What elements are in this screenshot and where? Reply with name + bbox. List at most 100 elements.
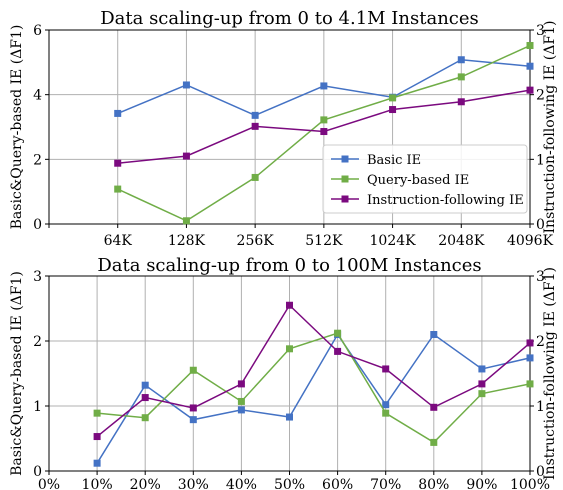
data-point [320,128,328,136]
x-tick-label: 80% [418,477,449,490]
x-tick-label: 512K [305,233,343,249]
data-point [334,347,342,355]
y-left-tick-label: 3 [33,269,42,285]
y-left-axis-label: Basic&Query-based IE (ΔF1) [9,271,25,476]
y-right-tick-label: 1 [536,399,545,415]
legend: Basic IE Query-based IE Instruction-follow… [322,144,528,214]
y-left-axis-label: Basic&Query-based IE (ΔF1) [9,25,25,230]
data-point [389,106,397,114]
top-panel: Data scaling-up from 0 to 4.1M Instances… [9,8,558,249]
data-point [237,397,245,405]
data-point [237,380,245,388]
data-point [114,159,122,167]
x-tick-label: 1024K [370,233,417,249]
legend-swatch-marker [341,175,349,183]
y-right-axis-label: Instruction-following IE (ΔF1) [542,21,558,234]
y-right-tick-label: 3 [536,23,545,39]
data-point [237,406,245,414]
data-point [93,459,101,467]
y-right-tick-label: 2 [536,88,545,104]
data-point [382,365,390,373]
data-point [526,380,534,388]
x-tick-label: 100% [510,477,550,490]
data-point [382,401,390,409]
y-left-tick-label: 1 [33,399,42,415]
data-point [182,81,190,89]
data-point [478,380,486,388]
y-left-tick-label: 0 [33,217,42,233]
data-point [182,217,190,225]
data-point [382,409,390,417]
data-point [93,433,101,441]
y-left-tick-label: 2 [33,334,42,350]
y-right-axis-label: Instruction-following IE (ΔF1) [542,267,558,480]
y-right-tick-label: 0 [536,464,545,480]
data-point [389,94,397,102]
data-point [114,185,122,193]
data-point [286,301,293,309]
data-point [334,329,342,337]
data-point [526,339,534,347]
chart-title: Data scaling-up from 0 to 4.1M Instances [100,8,479,29]
legend-swatch-marker [341,155,349,163]
data-point [526,354,534,362]
data-point [93,409,101,417]
y-left-tick-label: 0 [33,464,42,480]
series-line-2 [96,304,531,438]
x-tick-label: 2048K [438,233,485,249]
legend-label: Instruction-following IE [367,193,524,208]
data-point [189,366,197,374]
x-tick-label: 40% [226,477,257,490]
data-point [478,365,486,373]
series-line-1 [97,332,531,444]
data-point [114,109,122,117]
x-tick-label: 256K [237,233,275,249]
x-tick-label: 20% [130,477,161,490]
y-left-tick-label: 6 [33,23,42,39]
data-point [251,122,259,130]
y-left-tick-label: 2 [33,152,42,168]
data-point [526,62,534,70]
data-point [478,390,486,398]
data-point [526,42,534,50]
data-point [320,116,328,124]
data-point [286,413,293,421]
x-tick-label: 128K [168,233,206,249]
legend-box [322,144,528,214]
x-tick-label: 70% [370,477,401,490]
x-tick-label: 30% [178,477,209,490]
x-tick-label: 64K [104,233,133,249]
data-point [141,394,149,402]
data-point [182,152,190,160]
y-right-tick-label: 1 [536,152,545,168]
legend-swatch-marker [341,195,349,203]
y-right-tick-label: 0 [536,217,545,233]
bottom-panel: Data scaling-up from 0 to 100M Instances… [9,255,558,490]
legend-label: Basic IE [367,153,421,168]
data-point [251,173,259,181]
data-point [320,82,328,90]
data-point [457,56,465,64]
y-right-tick-label: 2 [536,334,545,350]
data-point [189,416,197,424]
legend-label: Query-based IE [367,173,469,188]
data-point [430,403,438,411]
x-tick-label: 90% [466,477,497,490]
data-point [526,86,534,94]
x-tick-label: 0% [38,477,60,490]
y-right-tick-label: 3 [536,269,545,285]
y-left-tick-label: 4 [33,88,42,104]
x-tick-label: 4096K [507,233,554,249]
data-point [430,438,438,446]
data-point [141,381,149,389]
data-point [189,404,197,412]
x-tick-label: 50% [274,477,305,490]
data-point [286,345,293,353]
data-point [141,414,149,422]
series-line-0 [96,333,531,464]
x-tick-label: 10% [82,477,113,490]
chart-title: Data scaling-up from 0 to 100M Instances [97,255,481,276]
plot-frame [48,29,531,225]
data-point [430,331,438,338]
